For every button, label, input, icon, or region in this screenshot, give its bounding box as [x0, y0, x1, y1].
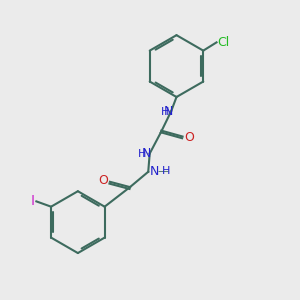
Text: H: H [138, 148, 146, 158]
Text: —: — [158, 166, 169, 176]
Text: O: O [98, 174, 108, 188]
Text: N: N [149, 165, 159, 178]
Text: Cl: Cl [218, 36, 230, 49]
Text: I: I [31, 194, 34, 208]
Text: O: O [184, 131, 194, 144]
Text: H: H [161, 107, 169, 117]
Text: H: H [162, 166, 171, 176]
Text: N: N [142, 147, 151, 160]
Text: N: N [164, 105, 173, 118]
